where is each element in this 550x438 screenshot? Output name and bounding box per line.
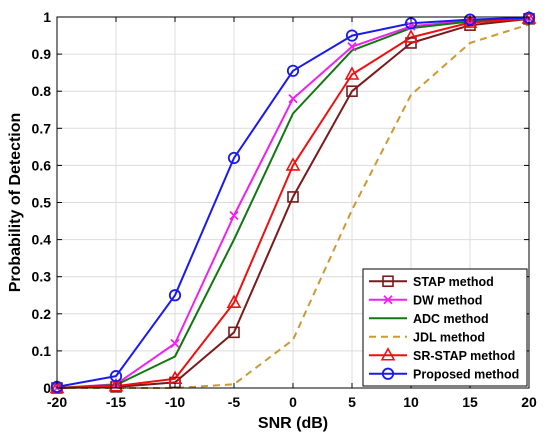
legend-label-adc-method: ADC method <box>413 312 489 326</box>
x-axis-label: SNR (dB) <box>258 415 328 432</box>
data-point-dw-method <box>347 42 357 52</box>
legend-box <box>362 268 528 387</box>
data-point-sr-stap-method <box>344 66 360 80</box>
legend-label-dw-method: DW method <box>413 293 482 307</box>
legend-marker-proposed-method <box>381 367 395 380</box>
y-tick-label: 0.5 <box>32 195 52 211</box>
data-point-proposed-method <box>227 151 241 165</box>
series-line-proposed-method <box>56 16 530 388</box>
y-tick-label: 0.1 <box>32 343 52 359</box>
data-point-stap-method <box>287 191 299 203</box>
y-tick-label: 1 <box>43 9 51 25</box>
legend-marker-sr-stap-method <box>380 347 396 361</box>
data-point-dw-method <box>229 210 239 221</box>
legend-marker-stap-method <box>382 275 394 288</box>
data-point-sr-stap-method <box>462 14 478 28</box>
legend: STAP method DW method ADC method JDL method… <box>362 268 528 387</box>
data-point-proposed-method <box>463 13 477 26</box>
axis-ticks: -20 -15 -10 -5 0 5 10 15 20 0 0.1 0.2 0.3 0.4 0.5 0.6 0.… <box>32 9 537 410</box>
data-point-proposed-method <box>168 289 182 302</box>
data-point-dw-method <box>288 93 298 104</box>
legend-marker-dw-method-stroke <box>383 295 393 305</box>
x-tick-label: 20 <box>521 394 537 410</box>
x-tick-label: -15 <box>106 394 126 410</box>
data-point-dw-method-stroke <box>406 21 416 31</box>
legend-label-sr-stap-method: SR-STAP method <box>413 349 515 363</box>
y-tick-label: 0.2 <box>32 306 52 322</box>
legend-label-proposed-method: Proposed method <box>413 367 519 381</box>
y-tick-label: 0.8 <box>32 83 52 99</box>
y-tick-label: 0.4 <box>32 232 52 248</box>
x-tick-label: 10 <box>403 394 419 410</box>
data-point-proposed-method <box>345 29 359 42</box>
series-line-stap-method <box>56 17 530 389</box>
legend-marker-dw-method <box>383 295 393 305</box>
data-point-sr-stap-method <box>285 157 301 171</box>
data-point-sr-stap-method <box>226 294 242 308</box>
x-tick-label: 15 <box>462 394 478 410</box>
legend-label-jdl-method: JDL method <box>413 330 485 344</box>
y-tick-label: 0.7 <box>32 120 52 136</box>
x-tick-label: 0 <box>289 394 297 410</box>
data-point-stap-method <box>228 326 240 339</box>
data-point-dw-method <box>406 21 416 31</box>
x-tick-label: -5 <box>228 394 241 410</box>
data-point-dw-method-stroke <box>288 93 298 104</box>
data-point-stap-method <box>405 37 417 49</box>
data-point-sr-stap-method <box>403 29 419 43</box>
data-point-dw-method-stroke <box>229 210 239 221</box>
x-tick-label: -10 <box>165 394 185 410</box>
data-point-sr-stap-method <box>108 377 124 392</box>
data-point-dw-method-stroke <box>347 42 357 52</box>
y-tick-label: 0.6 <box>32 157 52 173</box>
data-point-dw-method <box>170 338 180 349</box>
x-tick-label: -20 <box>47 394 67 410</box>
y-tick-label: 0.3 <box>32 269 52 285</box>
data-point-stap-method <box>346 85 358 97</box>
series-line-sr-stap-method <box>56 17 530 389</box>
data-point-dw-method-stroke <box>170 338 180 349</box>
y-tick-label: 0 <box>43 380 51 396</box>
data-point-proposed-method <box>109 370 123 383</box>
data-point-proposed-method <box>286 64 300 77</box>
y-axis-label: Probability of Detection <box>7 113 24 293</box>
x-tick-label: 5 <box>348 394 356 410</box>
y-tick-label: 0.9 <box>32 46 52 62</box>
series-line-adc-method <box>56 17 530 389</box>
legend-label-stap-method: STAP method <box>413 275 494 289</box>
